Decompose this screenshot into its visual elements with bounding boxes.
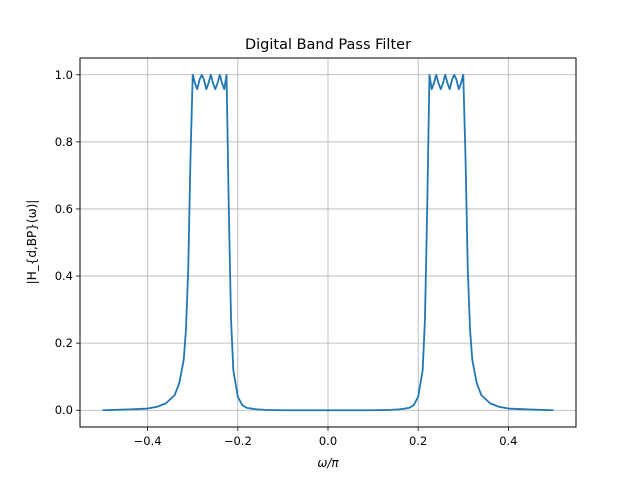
y-tick-label: 0.6: [55, 202, 73, 216]
chart-title: Digital Band Pass Filter: [245, 37, 411, 53]
series-line: [102, 73, 554, 412]
y-tick-label: 1.0: [55, 68, 73, 82]
y-tick-label: 0.8: [55, 135, 73, 149]
series-layer: [102, 73, 554, 412]
x-axis: −0.4 −0.2 0.0 0.2 0.4: [134, 427, 518, 448]
x-tick-label: 0.2: [409, 434, 427, 448]
x-tick-label: 0.0: [319, 434, 337, 448]
y-axis-label: |H_{d,BP}(ω)|: [25, 200, 39, 285]
y-tick-label: 0.4: [55, 269, 73, 283]
x-tick-label: −0.4: [134, 434, 162, 448]
x-axis-label: ω/π: [317, 456, 339, 470]
y-tick-label: 0.0: [55, 403, 73, 417]
y-axis: 0.0 0.2 0.4 0.6 0.8 1.0: [55, 68, 80, 417]
x-tick-label: −0.2: [224, 434, 252, 448]
x-tick-label: 0.4: [499, 434, 517, 448]
y-tick-label: 0.2: [55, 336, 73, 350]
